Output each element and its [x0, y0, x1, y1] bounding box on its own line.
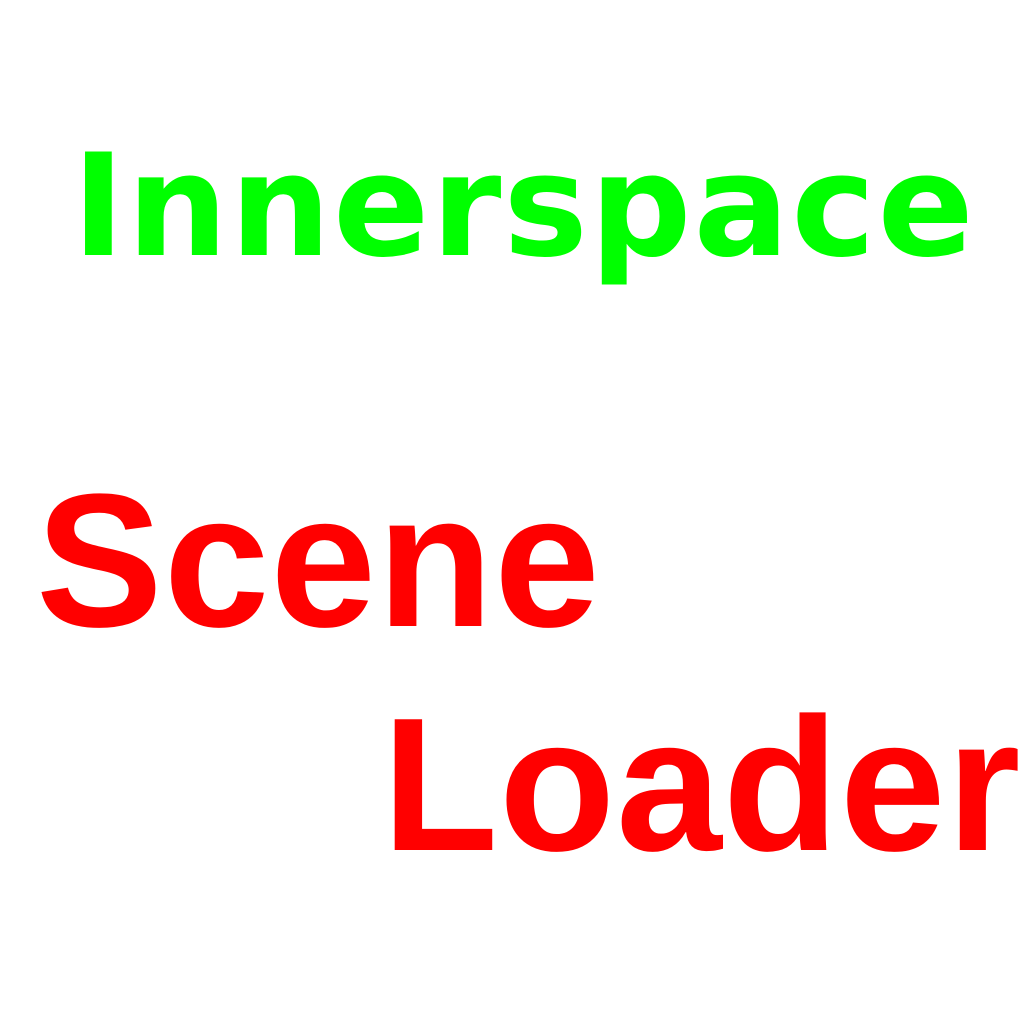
title-line-2: Loader [382, 679, 1022, 891]
brand-name: Innerspace [72, 124, 976, 289]
title-line-1: Scene [36, 455, 601, 667]
